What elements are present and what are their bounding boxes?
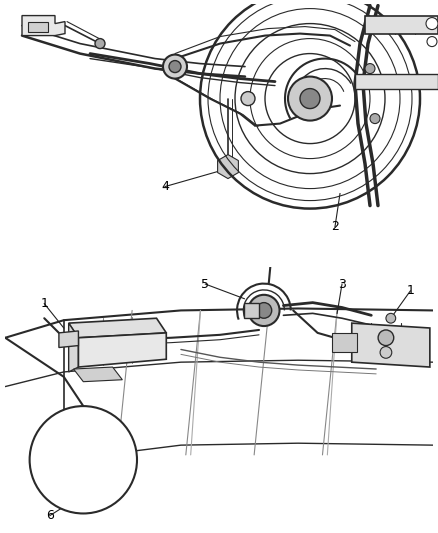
Polygon shape (22, 15, 65, 36)
Polygon shape (355, 74, 438, 88)
Text: 1: 1 (40, 297, 48, 310)
Polygon shape (332, 333, 357, 352)
Circle shape (241, 92, 255, 106)
Text: 2: 2 (331, 220, 339, 233)
Polygon shape (218, 155, 238, 179)
Circle shape (169, 61, 181, 72)
Circle shape (288, 77, 332, 120)
Text: 6: 6 (46, 509, 54, 522)
Polygon shape (78, 333, 166, 367)
Polygon shape (28, 21, 48, 31)
Circle shape (300, 88, 320, 109)
Circle shape (370, 114, 380, 124)
Circle shape (95, 38, 105, 49)
Text: 5: 5 (201, 278, 209, 290)
Polygon shape (69, 323, 78, 372)
Circle shape (386, 313, 396, 323)
Circle shape (365, 63, 375, 74)
Polygon shape (352, 323, 430, 367)
Circle shape (426, 18, 438, 29)
Circle shape (30, 406, 137, 513)
Text: 4: 4 (161, 180, 169, 193)
Circle shape (248, 295, 279, 326)
Polygon shape (365, 15, 438, 34)
Circle shape (163, 54, 187, 78)
Text: 1: 1 (406, 285, 414, 297)
Circle shape (378, 330, 394, 345)
Circle shape (380, 346, 392, 358)
Text: 3: 3 (338, 278, 346, 290)
Polygon shape (69, 318, 166, 338)
Polygon shape (244, 303, 259, 318)
Polygon shape (59, 331, 78, 348)
Circle shape (427, 37, 437, 46)
Polygon shape (74, 367, 122, 382)
Circle shape (256, 303, 272, 318)
